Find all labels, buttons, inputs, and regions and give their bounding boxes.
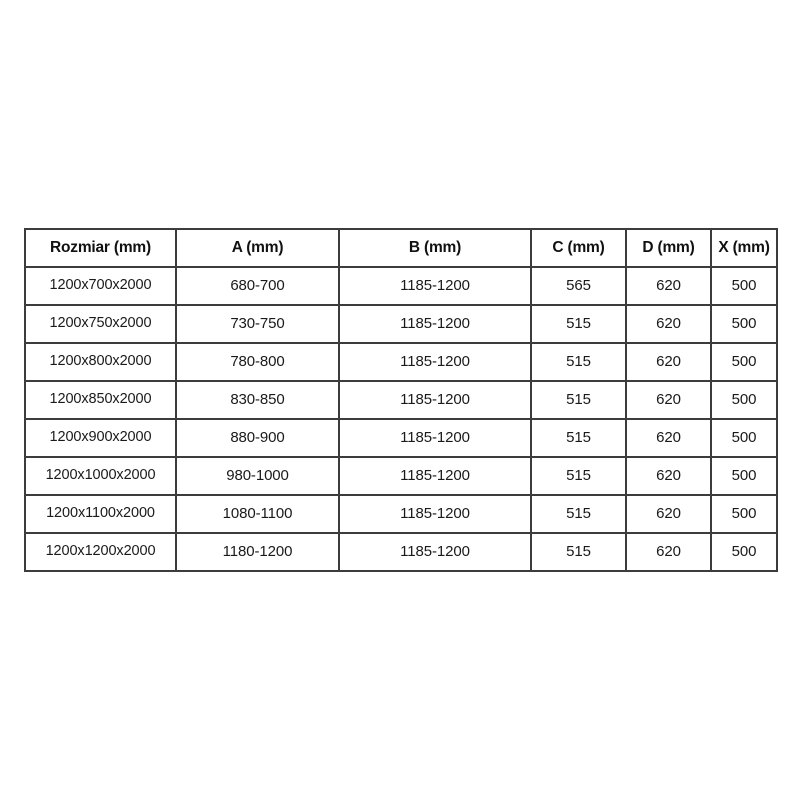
cell-b: 1185-1200: [338, 342, 532, 382]
table-row: 1200x800x2000 780-800 1185-1200 515 620 …: [24, 342, 778, 382]
table-header-row: Rozmiar (mm) A (mm) B (mm) C (mm) D (mm)…: [24, 228, 778, 268]
cell-x: 500: [710, 304, 778, 344]
table-row: 1200x850x2000 830-850 1185-1200 515 620 …: [24, 380, 778, 420]
table-header: Rozmiar (mm) A (mm) B (mm) C (mm) D (mm)…: [24, 228, 778, 268]
cell-x: 500: [710, 266, 778, 306]
column-header-a: A (mm): [175, 228, 340, 268]
cell-b: 1185-1200: [338, 266, 532, 306]
cell-size: 1200x1100x2000: [24, 494, 177, 534]
cell-d: 620: [625, 266, 712, 306]
cell-c: 515: [530, 304, 627, 344]
column-header-x: X (mm): [710, 228, 778, 268]
cell-a: 730-750: [175, 304, 340, 344]
cell-c: 515: [530, 532, 627, 572]
cell-a: 1180-1200: [175, 532, 340, 572]
cell-x: 500: [710, 418, 778, 458]
cell-size: 1200x850x2000: [24, 380, 177, 420]
cell-b: 1185-1200: [338, 494, 532, 534]
table-row: 1200x1100x2000 1080-1100 1185-1200 515 6…: [24, 494, 778, 534]
dimensions-table-container: Rozmiar (mm) A (mm) B (mm) C (mm) D (mm)…: [24, 228, 778, 572]
table-row: 1200x1000x2000 980-1000 1185-1200 515 62…: [24, 456, 778, 496]
table-body: 1200x700x2000 680-700 1185-1200 565 620 …: [24, 266, 778, 572]
cell-size: 1200x750x2000: [24, 304, 177, 344]
cell-a: 830-850: [175, 380, 340, 420]
cell-a: 980-1000: [175, 456, 340, 496]
cell-b: 1185-1200: [338, 304, 532, 344]
cell-d: 620: [625, 532, 712, 572]
cell-c: 515: [530, 380, 627, 420]
cell-c: 515: [530, 456, 627, 496]
cell-d: 620: [625, 456, 712, 496]
cell-size: 1200x700x2000: [24, 266, 177, 306]
cell-a: 880-900: [175, 418, 340, 458]
cell-x: 500: [710, 494, 778, 534]
cell-size: 1200x1000x2000: [24, 456, 177, 496]
cell-b: 1185-1200: [338, 532, 532, 572]
cell-d: 620: [625, 418, 712, 458]
cell-x: 500: [710, 380, 778, 420]
cell-c: 515: [530, 418, 627, 458]
table-row: 1200x700x2000 680-700 1185-1200 565 620 …: [24, 266, 778, 306]
dimensions-table: Rozmiar (mm) A (mm) B (mm) C (mm) D (mm)…: [24, 228, 778, 572]
cell-c: 515: [530, 342, 627, 382]
cell-x: 500: [710, 456, 778, 496]
cell-d: 620: [625, 380, 712, 420]
cell-size: 1200x800x2000: [24, 342, 177, 382]
cell-c: 565: [530, 266, 627, 306]
column-header-d: D (mm): [625, 228, 712, 268]
column-header-c: C (mm): [530, 228, 627, 268]
column-header-b: B (mm): [338, 228, 532, 268]
table-row: 1200x750x2000 730-750 1185-1200 515 620 …: [24, 304, 778, 344]
cell-a: 680-700: [175, 266, 340, 306]
table-row: 1200x1200x2000 1180-1200 1185-1200 515 6…: [24, 532, 778, 572]
column-header-size: Rozmiar (mm): [24, 228, 177, 268]
cell-x: 500: [710, 532, 778, 572]
cell-a: 1080-1100: [175, 494, 340, 534]
cell-size: 1200x1200x2000: [24, 532, 177, 572]
cell-d: 620: [625, 304, 712, 344]
cell-b: 1185-1200: [338, 418, 532, 458]
table-row: 1200x900x2000 880-900 1185-1200 515 620 …: [24, 418, 778, 458]
cell-d: 620: [625, 494, 712, 534]
cell-b: 1185-1200: [338, 456, 532, 496]
cell-size: 1200x900x2000: [24, 418, 177, 458]
cell-a: 780-800: [175, 342, 340, 382]
cell-c: 515: [530, 494, 627, 534]
cell-b: 1185-1200: [338, 380, 532, 420]
cell-x: 500: [710, 342, 778, 382]
cell-d: 620: [625, 342, 712, 382]
